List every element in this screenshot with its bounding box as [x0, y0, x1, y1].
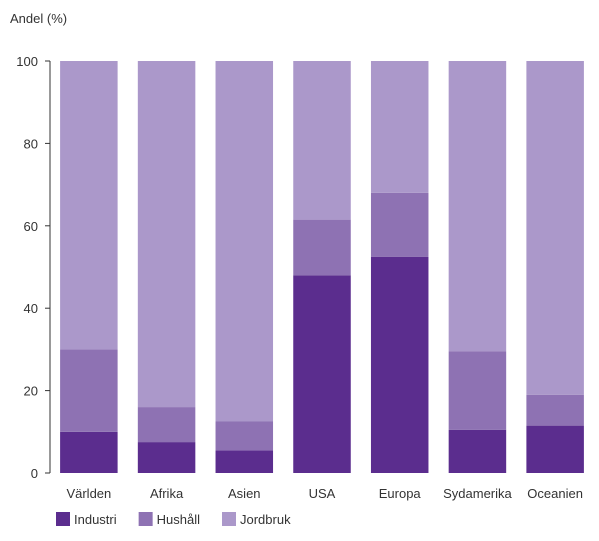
x-tick-label: Världen — [66, 486, 111, 501]
legend-label: Hushåll — [157, 512, 200, 527]
bar-segment-jordbruk-5 — [370, 61, 429, 193]
bar-segment-hushåll-7 — [526, 394, 584, 426]
x-tick-label: Asien — [228, 486, 261, 501]
bars-layer — [60, 61, 584, 473]
x-tick-label: Oceanien — [527, 486, 583, 501]
y-tick-label: 60 — [24, 219, 38, 234]
y-tick-label: 20 — [24, 384, 38, 399]
bar-segment-industri-1 — [60, 431, 118, 473]
bar-segment-industri-4 — [293, 275, 351, 473]
x-axis: Världen Afrika Asien USA Europa Sydamerika Oce… — [66, 486, 583, 501]
bar-segment-jordbruk-4 — [293, 61, 351, 220]
legend-swatch-hushåll — [138, 512, 153, 526]
bar-segment-industri-2 — [137, 442, 196, 473]
x-tick-label: USA — [309, 486, 336, 501]
legend-label: Jordbruk — [240, 512, 291, 527]
bar-segment-hushåll-3 — [215, 421, 274, 451]
bar-segment-hushåll-6 — [448, 351, 507, 430]
y-tick-label: 40 — [24, 301, 38, 316]
x-tick-label: Afrika — [150, 486, 184, 501]
x-tick-label: Europa — [379, 486, 422, 501]
bar-segment-hushåll-4 — [293, 219, 351, 276]
bar-segment-jordbruk-6 — [448, 61, 507, 352]
y-axis-title: Andel (%) — [10, 11, 67, 26]
x-tick-label: Sydamerika — [443, 486, 512, 501]
legend-swatch-industri — [56, 512, 70, 526]
legend-swatch-jordbruk — [222, 512, 236, 526]
bar-segment-industri-6 — [448, 429, 507, 473]
bar-segment-industri-7 — [526, 425, 584, 473]
bar-segment-hushåll-1 — [60, 349, 118, 432]
y-tick-label: 100 — [16, 54, 38, 69]
bar-segment-hushåll-2 — [137, 407, 196, 443]
y-axis: 0 20 40 60 80 100 — [16, 54, 51, 481]
bar-segment-hushåll-5 — [370, 192, 429, 257]
bar-segment-jordbruk-3 — [215, 61, 274, 422]
bar-segment-jordbruk-2 — [137, 61, 196, 408]
bar-segment-industri-5 — [370, 256, 429, 473]
legend-label: Industri — [74, 512, 117, 527]
bar-segment-jordbruk-1 — [60, 61, 118, 350]
legend: Industri Hushåll Jordbruk — [56, 512, 291, 527]
y-tick-label: 80 — [24, 136, 38, 151]
y-tick-label: 0 — [31, 466, 38, 481]
bar-segment-industri-3 — [215, 450, 274, 473]
bar-segment-jordbruk-7 — [526, 61, 584, 395]
